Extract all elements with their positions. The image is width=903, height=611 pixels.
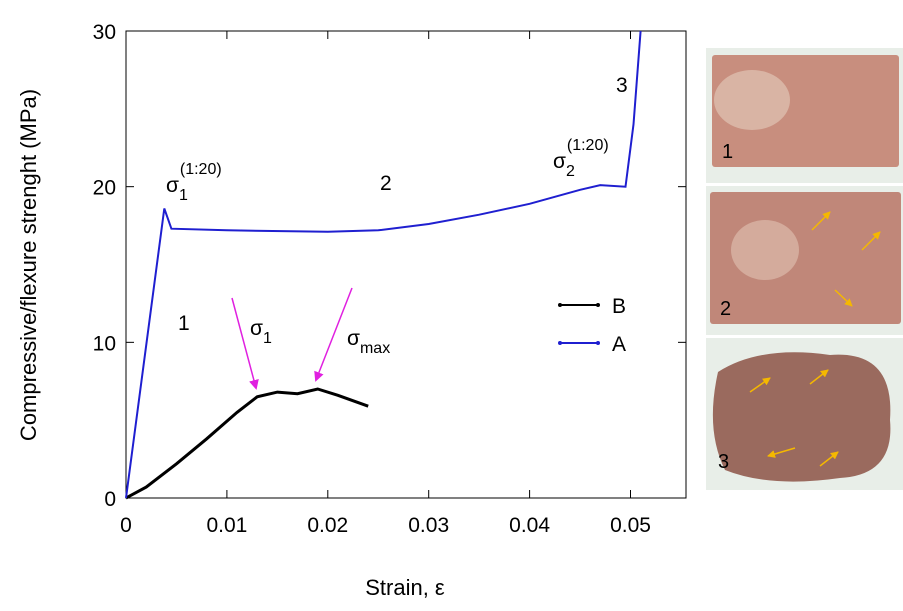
legend-label: B bbox=[612, 295, 626, 318]
legend-label: A bbox=[612, 333, 626, 356]
crack-arrow bbox=[819, 451, 839, 467]
legend-marker bbox=[596, 341, 600, 345]
annotation: σ1 (1:20) bbox=[166, 161, 222, 204]
plot-frame bbox=[125, 30, 687, 499]
annotation-arrow bbox=[314, 287, 353, 382]
x-tick-label: 0.04 bbox=[509, 514, 550, 537]
legend-marker bbox=[558, 303, 562, 307]
annotation: σ1 bbox=[250, 317, 272, 347]
y-tick-label: 0 bbox=[104, 488, 116, 511]
annotation-text: 3 bbox=[616, 74, 628, 97]
legend-marker bbox=[558, 341, 562, 345]
crack-arrow bbox=[834, 289, 853, 307]
crack-arrow bbox=[861, 231, 881, 251]
photo-spot bbox=[731, 220, 799, 280]
x-axis-label: Strain, ε bbox=[365, 575, 445, 600]
annotation-arrow bbox=[231, 297, 259, 390]
y-tick-label: 10 bbox=[93, 332, 116, 355]
x-tick-label: 0.05 bbox=[610, 514, 651, 537]
annotation-text: 1 bbox=[178, 312, 190, 335]
photo-spot bbox=[714, 70, 790, 130]
x-tick-label: 0.01 bbox=[206, 514, 247, 537]
annotation-text: σ bbox=[347, 327, 360, 350]
photo-specimen bbox=[712, 352, 891, 482]
x-tick-label: 0 bbox=[120, 514, 132, 537]
crack-arrow bbox=[811, 211, 831, 231]
annotation: 1 bbox=[178, 312, 190, 335]
crack-arrow bbox=[767, 447, 796, 458]
annotation-sup: (1:20) bbox=[180, 161, 222, 178]
series-line bbox=[125, 30, 642, 499]
annotation-sub: 1 bbox=[263, 330, 272, 347]
annotation-sub: 2 bbox=[566, 163, 575, 180]
x-tick-label: 0.03 bbox=[408, 514, 449, 537]
legend-marker bbox=[596, 303, 600, 307]
annotation: σ2 (1:20) bbox=[553, 137, 609, 180]
annotation-text: σ bbox=[250, 317, 263, 340]
series-line bbox=[125, 387, 369, 500]
photo-label: 2 bbox=[720, 298, 731, 320]
y-tick-label: 30 bbox=[93, 21, 116, 44]
annotation: 3 bbox=[616, 74, 628, 97]
photo-label: 3 bbox=[718, 451, 729, 473]
annotation-sub: 1 bbox=[179, 187, 188, 204]
crack-arrow bbox=[749, 377, 771, 393]
y-axis-label: Compressive/flexure strenght (MPa) bbox=[16, 89, 41, 441]
photo-label: 1 bbox=[722, 141, 733, 163]
annotation-sup: (1:20) bbox=[567, 137, 609, 154]
annotation-text: 2 bbox=[380, 172, 392, 195]
annotation-sub: max bbox=[360, 340, 390, 357]
y-tick-label: 20 bbox=[93, 177, 116, 200]
photos: 1 2 3 bbox=[706, 48, 903, 490]
crack-arrow bbox=[809, 369, 829, 385]
annotation: 2 bbox=[380, 172, 392, 195]
annotation: σmax bbox=[347, 327, 390, 357]
annotation-text: σ bbox=[553, 150, 566, 173]
x-tick-label: 0.02 bbox=[307, 514, 348, 537]
annotation-text: σ bbox=[166, 174, 179, 197]
